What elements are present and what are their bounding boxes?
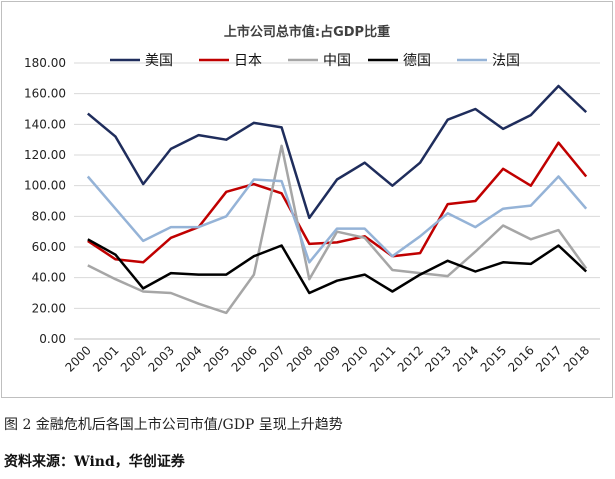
x-tick-label: 2012 bbox=[395, 343, 426, 374]
series-line-4 bbox=[87, 238, 588, 295]
x-tick-label: 2015 bbox=[478, 343, 509, 374]
y-tick-label: 80.00 bbox=[32, 209, 66, 223]
y-tick-label: 180.00 bbox=[24, 56, 66, 70]
source-note: 资料来源：Wind，华创证券 bbox=[4, 454, 185, 470]
y-tick-label: 60.00 bbox=[32, 240, 66, 254]
legend-label: 德国 bbox=[403, 53, 431, 69]
x-tick-label: 2004 bbox=[173, 343, 204, 374]
series-line-3 bbox=[87, 144, 588, 315]
x-tick-label: 2005 bbox=[201, 343, 232, 374]
series-line-2 bbox=[87, 141, 588, 264]
legend-label: 法国 bbox=[492, 53, 520, 69]
series-line-5 bbox=[86, 175, 588, 264]
legend-label: 日本 bbox=[234, 53, 262, 69]
x-tick-label: 2003 bbox=[146, 343, 177, 374]
x-tick-label: 2009 bbox=[312, 343, 343, 374]
legend-label: 美国 bbox=[145, 53, 173, 69]
y-tick-label: 140.00 bbox=[24, 117, 66, 131]
x-tick-label: 2014 bbox=[450, 343, 481, 374]
series-line-1 bbox=[87, 84, 588, 220]
x-tick-label: 2018 bbox=[561, 343, 592, 374]
x-tick-label: 2013 bbox=[422, 343, 453, 374]
x-tick-label: 2000 bbox=[62, 343, 93, 374]
chart-title: 上市公司总市值:占GDP比重 bbox=[224, 24, 390, 40]
line-chart: 上市公司总市值:占GDP比重 0.00 20.00 40.00 60.00 80.00 10… bbox=[24, 24, 600, 375]
x-tick-label: 2002 bbox=[118, 343, 149, 374]
x-tick-label: 2016 bbox=[505, 343, 536, 374]
chart-frame bbox=[1, 1, 613, 398]
x-tick-label: 2008 bbox=[284, 343, 315, 374]
x-tick-label: 2011 bbox=[367, 343, 398, 374]
y-tick-label: 20.00 bbox=[32, 301, 66, 315]
x-tick-label: 2006 bbox=[229, 343, 260, 374]
x-tick-label: 2007 bbox=[256, 343, 287, 374]
y-tick-label: 0.00 bbox=[39, 332, 66, 346]
x-tick-label: 2017 bbox=[533, 343, 564, 374]
figure-caption: 图 2 金融危机后各国上市公司市值/GDP 呈现上升趋势 bbox=[4, 417, 343, 433]
y-tick-label: 100.00 bbox=[24, 179, 66, 193]
y-tick-label: 120.00 bbox=[24, 148, 66, 162]
x-tick-label: 2010 bbox=[339, 343, 370, 374]
y-tick-label: 40.00 bbox=[32, 271, 66, 285]
y-tick-label: 160.00 bbox=[24, 87, 66, 101]
legend-label: 中国 bbox=[323, 53, 351, 69]
x-tick-label: 2001 bbox=[90, 343, 121, 374]
